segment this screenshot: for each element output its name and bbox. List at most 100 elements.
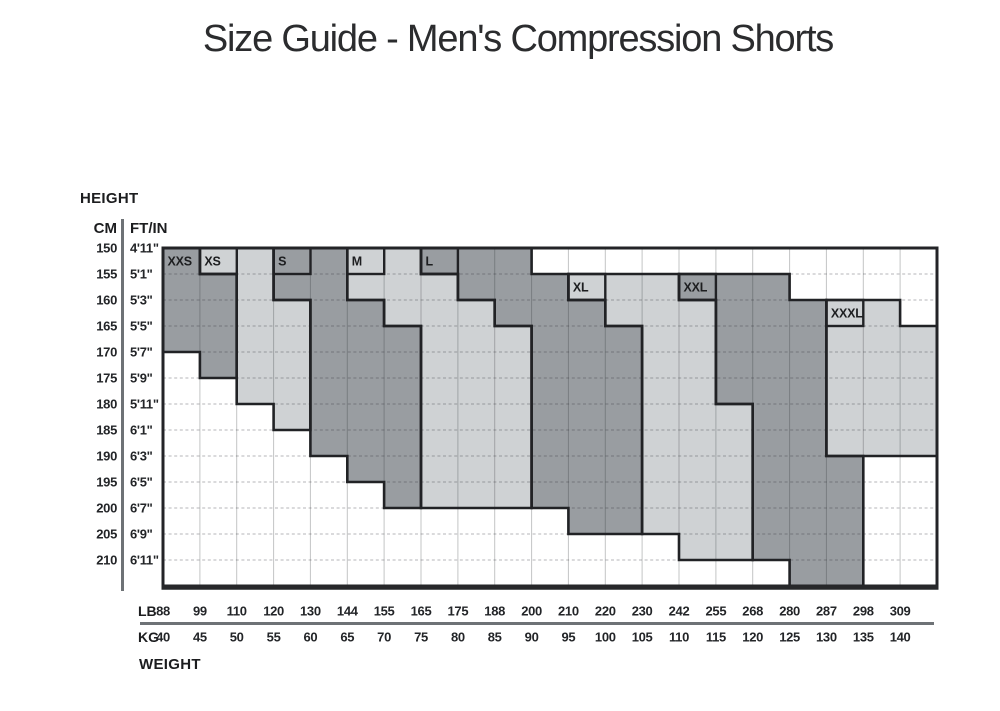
kg-tick: 75 xyxy=(414,629,428,644)
kg-tick: 60 xyxy=(303,629,317,644)
lb-tick: 120 xyxy=(263,603,284,618)
kg-tick: 125 xyxy=(779,629,800,644)
size-region-fill-m xyxy=(347,248,532,508)
height-axis-label: HEIGHT xyxy=(80,190,139,207)
lb-tick: 309 xyxy=(890,603,911,618)
kg-tick: 130 xyxy=(816,629,837,644)
lb-tick: 280 xyxy=(779,603,800,618)
cm-tick: 155 xyxy=(96,266,117,281)
size-region-fill-xl xyxy=(568,274,753,560)
size-label-box-xxxl xyxy=(825,298,865,328)
size-label-box-xl xyxy=(567,272,607,302)
kg-tick: 55 xyxy=(267,629,281,644)
size-region-fill-xxxl xyxy=(826,300,937,456)
size-region-fill-xxl xyxy=(679,274,864,586)
lb-tick: 99 xyxy=(193,603,207,618)
size-label-m: M xyxy=(352,255,362,269)
kg-tick: 50 xyxy=(230,629,244,644)
lb-tick: 210 xyxy=(558,603,579,618)
ftin-tick: 5'7" xyxy=(130,344,153,359)
ftin-tick: 5'5" xyxy=(130,318,153,333)
kg-tick: 85 xyxy=(488,629,502,644)
kg-tick: 100 xyxy=(595,629,616,644)
size-label-box-xxl xyxy=(677,272,718,302)
size-region-fill-xs xyxy=(199,248,311,430)
kg-tick: 45 xyxy=(193,629,207,644)
kg-tick: 120 xyxy=(742,629,763,644)
height-units-divider xyxy=(121,219,124,591)
ftin-tick: 5'1" xyxy=(130,266,153,281)
cm-tick: 175 xyxy=(96,370,117,385)
page-title: Size Guide - Men's Compression Shorts xyxy=(202,18,834,60)
size-region-fill-xxs xyxy=(163,248,237,378)
ftin-tick: 6'1" xyxy=(130,422,153,437)
kg-tick: 65 xyxy=(340,629,354,644)
lb-row-header: LB xyxy=(138,603,157,619)
weight-tick-labels: 88 40 99 45 110 50 120 55 130 60 144 65 155 70 165 75 17… xyxy=(156,603,911,644)
cm-tick: 170 xyxy=(96,344,117,359)
cm-column-header: CM xyxy=(93,220,117,237)
ftin-tick: 6'7" xyxy=(130,500,153,515)
ftin-tick: 5'9" xyxy=(130,370,153,385)
ftin-tick: 6'11" xyxy=(130,552,159,567)
height-tick-labels: 150 4'11" 155 5'1" 160 5'3" 165 5'5" 170 5'7" 175 5… xyxy=(96,240,159,567)
ftin-tick: 6'9" xyxy=(130,526,153,541)
kg-tick: 70 xyxy=(377,629,391,644)
size-label-xxs: XXS xyxy=(168,255,192,269)
cm-tick: 190 xyxy=(96,448,117,463)
cm-tick: 205 xyxy=(96,526,117,541)
lb-tick: 130 xyxy=(300,603,321,618)
ftin-tick: 6'5" xyxy=(130,474,153,489)
lb-tick: 175 xyxy=(448,603,469,618)
lb-tick: 200 xyxy=(521,603,542,618)
cm-tick: 150 xyxy=(96,240,117,255)
lb-tick: 155 xyxy=(374,603,395,618)
cm-tick: 185 xyxy=(96,422,117,437)
size-label-l: L xyxy=(426,255,434,269)
kg-tick: 105 xyxy=(632,629,653,644)
ftin-tick: 5'11" xyxy=(130,396,159,411)
ftin-tick: 6'3" xyxy=(130,448,153,463)
lb-tick: 242 xyxy=(669,603,690,618)
lb-tick: 110 xyxy=(227,603,247,618)
cm-tick: 165 xyxy=(96,318,117,333)
weight-units-divider xyxy=(140,622,934,625)
lb-tick: 268 xyxy=(742,603,763,618)
cm-tick: 195 xyxy=(96,474,117,489)
lb-tick: 188 xyxy=(484,603,505,618)
weight-axis-label: WEIGHT xyxy=(139,656,201,673)
cm-tick: 210 xyxy=(96,552,117,567)
ftin-column-header: FT/IN xyxy=(130,220,168,237)
size-region-fill-l xyxy=(421,248,643,534)
kg-tick: 40 xyxy=(156,629,170,644)
lb-tick: 255 xyxy=(706,603,727,618)
kg-tick: 140 xyxy=(890,629,911,644)
size-labels: XXS XS S M L XL XXL XXXL xyxy=(168,246,865,328)
lb-tick: 220 xyxy=(595,603,616,618)
size-label-s: S xyxy=(278,255,286,269)
lb-tick: 298 xyxy=(853,603,874,618)
kg-tick: 90 xyxy=(525,629,539,644)
lb-tick: 165 xyxy=(411,603,432,618)
lb-tick: 230 xyxy=(632,603,653,618)
size-label-xl: XL xyxy=(573,281,589,295)
kg-row-header: KG xyxy=(138,629,159,645)
kg-tick: 110 xyxy=(669,629,689,644)
cm-tick: 160 xyxy=(96,292,117,307)
kg-tick: 115 xyxy=(706,629,726,644)
kg-tick: 80 xyxy=(451,629,465,644)
size-label-xxl: XXL xyxy=(684,281,708,295)
lb-tick: 144 xyxy=(337,603,359,618)
size-label-xxxl: XXXL xyxy=(831,307,863,321)
kg-tick: 135 xyxy=(853,629,874,644)
ftin-tick: 4'11" xyxy=(130,240,159,255)
cm-tick: 200 xyxy=(96,500,117,515)
size-label-xs: XS xyxy=(204,255,220,269)
kg-tick: 95 xyxy=(561,629,575,644)
cm-tick: 180 xyxy=(96,396,117,411)
lb-tick: 88 xyxy=(156,603,170,618)
lb-tick: 287 xyxy=(816,603,837,618)
